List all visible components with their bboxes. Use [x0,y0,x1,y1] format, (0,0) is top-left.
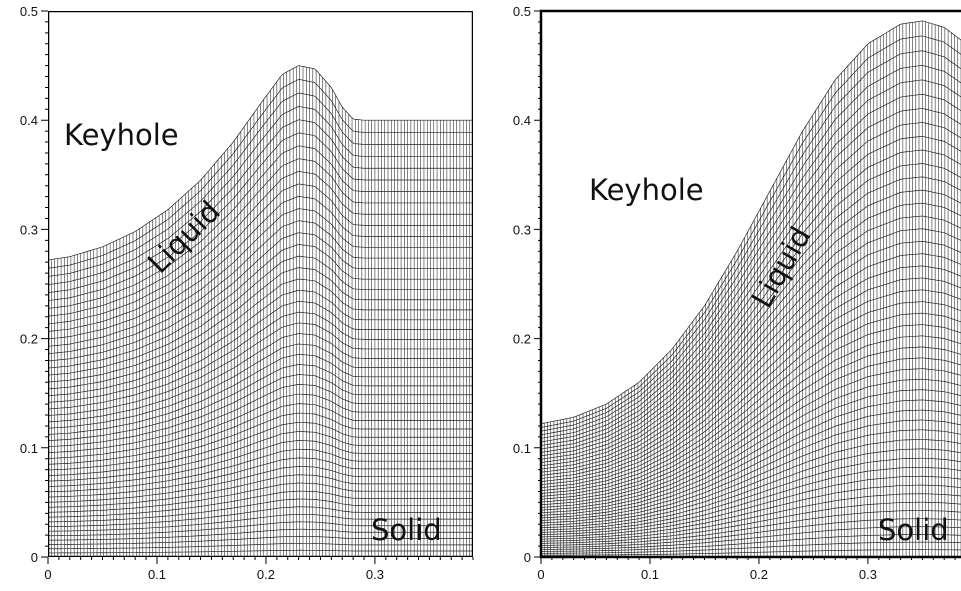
right-y-tick-5: 0.5 [513,4,531,19]
left-y-tick-2: 0.2 [20,332,38,347]
left-mesh [48,65,473,557]
right-x-tick-2: 0.2 [750,567,768,582]
right-y-tick-0: 0 [524,550,531,565]
right-x-tick-0: 0 [537,567,544,582]
right-y-tick-1: 0.1 [513,441,531,456]
left-y-tick-3: 0.3 [20,222,38,237]
left-y-tick-5: 0.5 [20,4,38,19]
left-mesh-rows [48,65,473,554]
right-x-tick-3: 0.3 [859,567,877,582]
left-liquid-label: Liquid [141,194,227,280]
right-axis-ticks [534,10,956,564]
right-mesh-rows [541,20,961,556]
left-axes [41,10,474,564]
left-panel: 0 0.1 0.2 0.3 0 0.1 0.2 0.3 0.4 0.5 Keyh… [20,4,474,582]
right-axes [534,10,956,564]
left-axis-ticks [41,10,474,564]
right-y-tick-4: 0.4 [513,113,531,128]
right-tick-labels: 0 0.1 0.2 0.3 0 0.1 0.2 0.3 0.4 0.5 [513,4,877,582]
right-y-tick-3: 0.3 [513,222,531,237]
left-tick-labels: 0 0.1 0.2 0.3 0 0.1 0.2 0.3 0.4 0.5 [20,4,384,582]
left-y-tick-4: 0.4 [20,113,38,128]
right-mesh [541,20,961,557]
left-x-tick-1: 0.1 [148,567,166,582]
right-keyhole-label: Keyhole [589,173,704,207]
left-keyhole-label: Keyhole [64,118,179,152]
left-mesh-columns [48,65,473,557]
left-x-tick-0: 0 [44,567,51,582]
right-liquid-label: Liquid [745,221,818,314]
left-x-tick-3: 0.3 [366,567,384,582]
left-x-tick-2: 0.2 [257,567,275,582]
right-y-tick-2: 0.2 [513,332,531,347]
right-x-tick-1: 0.1 [641,567,659,582]
right-solid-label: Solid [878,513,949,547]
left-y-tick-0: 0 [31,550,38,565]
left-solid-label: Solid [371,513,442,547]
left-y-tick-1: 0.1 [20,441,38,456]
right-panel: 0 0.1 0.2 0.3 0 0.1 0.2 0.3 0.4 0.5 Keyh… [513,4,961,582]
